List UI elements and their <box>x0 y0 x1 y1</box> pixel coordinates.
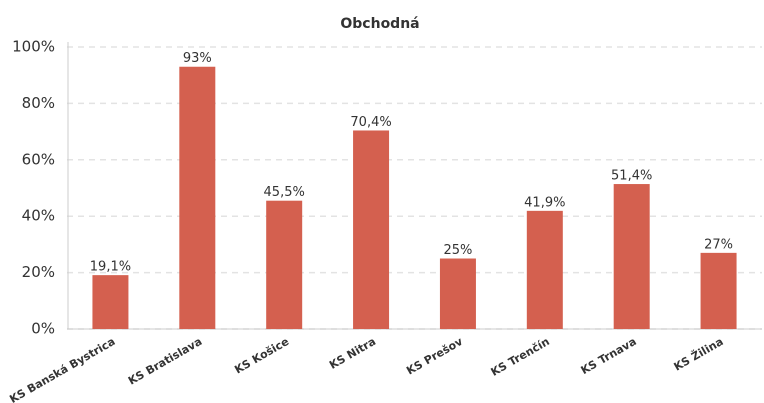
value-label: 93% <box>183 51 212 66</box>
value-label: 45,5% <box>264 185 305 200</box>
x-tick-label: KS Trnava <box>579 335 639 377</box>
x-tick-label: KS Trenčín <box>489 335 552 379</box>
bar <box>92 275 129 329</box>
value-label: 25% <box>443 243 472 258</box>
x-tick-label: KS Bratislava <box>126 335 204 388</box>
value-label: 41,9% <box>524 195 565 210</box>
bar <box>700 252 737 329</box>
bar <box>439 258 476 329</box>
bar <box>353 130 390 329</box>
value-label: 51,4% <box>611 169 652 184</box>
x-tick-label: KS Banská Bystrica <box>7 335 117 403</box>
x-tick-label: KS Košice <box>232 335 291 376</box>
y-tick-label: 100% <box>12 38 55 56</box>
y-tick-label: 40% <box>22 207 55 225</box>
bar <box>526 210 563 329</box>
bar <box>613 184 650 329</box>
bar <box>179 66 216 330</box>
value-label: 27% <box>704 237 733 252</box>
y-tick-label: 0% <box>31 320 55 338</box>
x-tick-label: KS Nitra <box>327 335 378 372</box>
bar <box>266 200 303 329</box>
y-tick-label: 20% <box>22 263 55 281</box>
chart-title: Obchodná <box>340 16 419 32</box>
value-label: 19,1% <box>90 260 131 275</box>
x-tick-label: KS Prešov <box>404 335 465 378</box>
y-tick-label: 60% <box>22 150 55 168</box>
x-tick-label: KS Žilina <box>672 335 726 374</box>
value-label: 70,4% <box>350 115 391 130</box>
y-tick-label: 80% <box>22 94 55 112</box>
